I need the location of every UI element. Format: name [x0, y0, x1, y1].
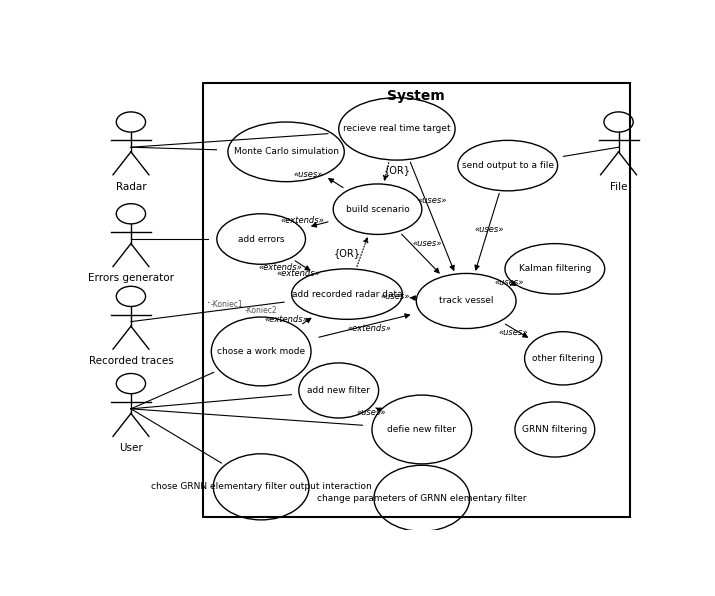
Text: {OR}: {OR} [333, 248, 360, 258]
Text: Recorded traces: Recorded traces [89, 356, 173, 366]
Text: «uses»: «uses» [294, 170, 323, 179]
Text: «uses»: «uses» [417, 195, 446, 204]
FancyBboxPatch shape [203, 83, 630, 517]
Text: .: . [207, 294, 210, 305]
Text: «extends»: «extends» [347, 324, 391, 333]
Text: send output to a file: send output to a file [462, 161, 553, 170]
Text: chose a work mode: chose a work mode [217, 347, 305, 356]
Text: «extends»: «extends» [265, 315, 308, 324]
Text: Errors generator: Errors generator [88, 274, 174, 284]
Text: build scenario: build scenario [345, 204, 410, 214]
Text: System: System [388, 88, 445, 103]
Text: -Koniec1: -Koniec1 [210, 300, 243, 309]
Text: «uses»: «uses» [495, 278, 524, 287]
Text: {OR}: {OR} [383, 165, 410, 175]
Text: chose GRNN elementary filter output interaction: chose GRNN elementary filter output inte… [151, 482, 372, 491]
Text: add errors: add errors [238, 234, 285, 244]
Text: defie new filter: defie new filter [388, 425, 456, 434]
Text: add new filter: add new filter [307, 386, 370, 395]
Text: «extends»: «extends» [277, 269, 321, 278]
Text: track vessel: track vessel [439, 296, 493, 306]
Text: «uses»: «uses» [413, 239, 442, 248]
Text: Kalman filtering: Kalman filtering [518, 265, 591, 274]
Text: -Koniec2: -Koniec2 [245, 306, 277, 315]
Text: «uses»: «uses» [380, 292, 410, 301]
Text: «uses»: «uses» [498, 328, 528, 337]
Text: Radar: Radar [116, 182, 147, 192]
Text: GRNN filtering: GRNN filtering [522, 425, 588, 434]
Text: File: File [610, 182, 627, 192]
Text: other filtering: other filtering [532, 354, 595, 363]
Text: recieve real time target: recieve real time target [343, 125, 450, 134]
Text: change parameters of GRNN elementary filter: change parameters of GRNN elementary fil… [317, 494, 527, 503]
Text: User: User [119, 443, 143, 453]
Text: «uses»: «uses» [356, 408, 385, 417]
Text: «extends»: «extends» [259, 263, 302, 272]
Text: «extends»: «extends» [281, 216, 325, 225]
Text: «uses»: «uses» [475, 225, 504, 234]
Text: add recorded radar data: add recorded radar data [292, 290, 403, 299]
Text: Monte Carlo simulation: Monte Carlo simulation [234, 147, 339, 156]
